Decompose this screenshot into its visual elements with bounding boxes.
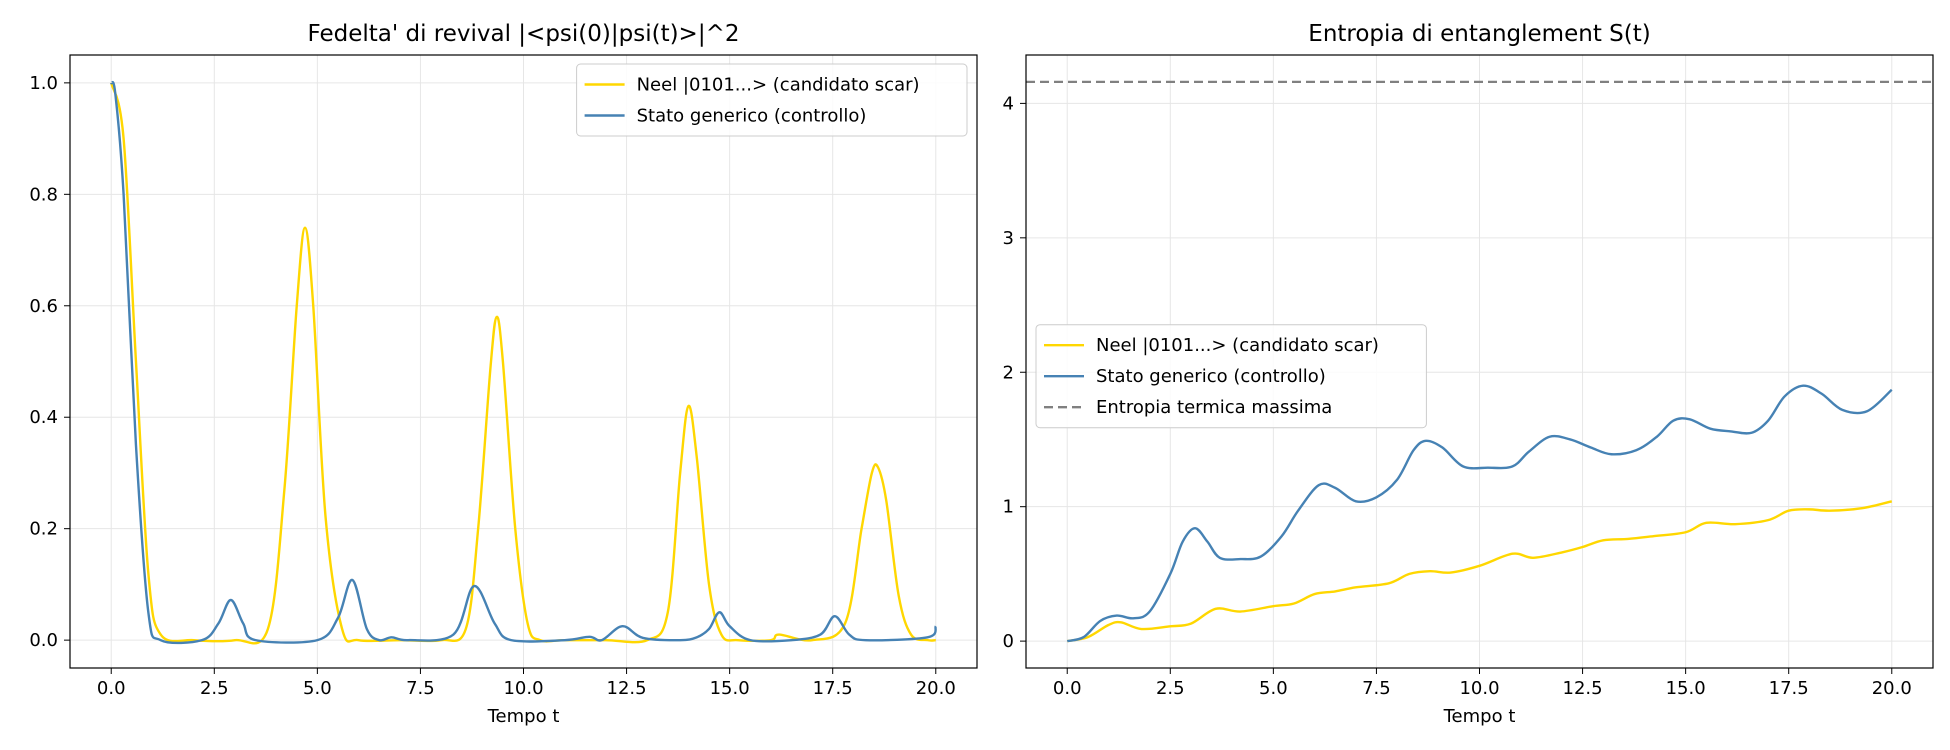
- y-axis: 0.0 0.2 0.4 0.6 0.8 1.0: [29, 73, 70, 651]
- x-tick-label: 15.0: [1666, 678, 1706, 699]
- entropy-chart: Entropia di entanglement S(t) 0.0 2.5 5.0 7…: [1003, 21, 1934, 727]
- y-tick-label: 0.8: [29, 184, 58, 205]
- x-tick-label: 12.5: [1563, 678, 1603, 699]
- legend-label: Stato generico (controllo): [1096, 366, 1326, 387]
- y-tick-label: 1.0: [29, 73, 58, 94]
- x-tick-label: 17.5: [813, 678, 853, 699]
- x-tick-label: 2.5: [200, 678, 229, 699]
- legend-label: Neel |0101...> (candidato scar): [637, 75, 920, 96]
- y-tick-label: 0.0: [29, 630, 58, 651]
- y-tick-label: 4: [1003, 93, 1014, 114]
- chart-title: Entropia di entanglement S(t): [1308, 21, 1650, 47]
- legend-label: Entropia termica massima: [1096, 397, 1332, 418]
- y-axis: 0 1 2 3 4: [1003, 93, 1026, 652]
- grid: [70, 55, 977, 668]
- x-tick-label: 0.0: [97, 678, 126, 699]
- neel-series-line: [110, 82, 936, 645]
- x-tick-label: 7.5: [406, 678, 435, 699]
- x-axis-label: Tempo t: [487, 706, 560, 727]
- x-tick-label: 15.0: [710, 678, 750, 699]
- y-tick-label: 0.4: [29, 407, 58, 428]
- generic-series-line: [1066, 384, 1893, 643]
- y-tick-label: 0.2: [29, 519, 58, 540]
- legend: Neel |0101...> (candidato scar) Stato gen…: [576, 63, 968, 137]
- y-tick-label: 1: [1003, 497, 1014, 518]
- legend-box: [1035, 324, 1427, 429]
- fidelity-chart: Fedelta' di revival |<psi(0)|psi(t)>|^2 …: [29, 21, 978, 727]
- y-tick-label: 0.6: [29, 296, 58, 317]
- x-tick-label: 20.0: [916, 678, 956, 699]
- generic-series-line: [110, 80, 937, 645]
- legend-box: [576, 63, 968, 137]
- neel-series-line: [1067, 500, 1893, 643]
- x-axis: 0.0 2.5 5.0 7.5 10.0 12.5 15.0 17.5 20.0: [1053, 668, 1912, 699]
- x-tick-label: 20.0: [1872, 678, 1912, 699]
- legend-label: Neel |0101...> (candidato scar): [1096, 335, 1379, 356]
- x-tick-label: 2.5: [1156, 678, 1185, 699]
- x-tick-label: 10.0: [503, 678, 543, 699]
- x-tick-label: 5.0: [1259, 678, 1288, 699]
- y-tick-label: 3: [1003, 228, 1014, 249]
- x-tick-label: 5.0: [303, 678, 332, 699]
- legend: Neel |0101...> (candidato scar) Stato gen…: [1035, 324, 1427, 429]
- x-tick-label: 17.5: [1769, 678, 1809, 699]
- plot-area: [110, 80, 937, 645]
- x-axis: 0.0 2.5 5.0 7.5 10.0 12.5 15.0 17.5 20.0: [97, 668, 956, 699]
- y-tick-label: 2: [1003, 362, 1014, 383]
- x-axis-label: Tempo t: [1443, 706, 1516, 727]
- legend-label: Stato generico (controllo): [637, 106, 867, 127]
- x-tick-label: 12.5: [607, 678, 647, 699]
- chart-title: Fedelta' di revival |<psi(0)|psi(t)>|^2: [307, 21, 739, 47]
- x-tick-label: 0.0: [1053, 678, 1082, 699]
- x-tick-label: 10.0: [1459, 678, 1499, 699]
- y-tick-label: 0: [1003, 631, 1014, 652]
- plot-area: [1026, 80, 1933, 643]
- x-tick-label: 7.5: [1362, 678, 1391, 699]
